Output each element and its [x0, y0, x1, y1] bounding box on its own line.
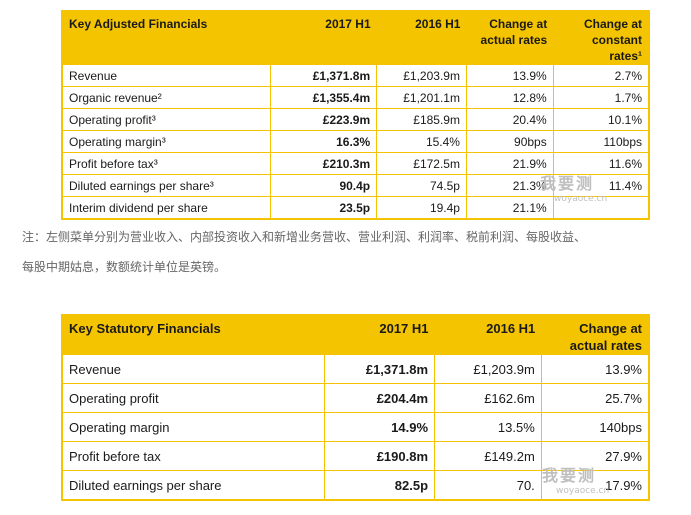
header-2016-h1: 2016 H1: [376, 11, 467, 65]
table-row: Diluted earnings per share 82.5p 70. 17.…: [62, 470, 649, 500]
cell-2017: £1,355.4m: [270, 86, 377, 109]
cell-2016: £172.5m: [376, 152, 467, 175]
cell-change-actual: 25.7%: [540, 383, 649, 413]
row-label: Revenue: [62, 64, 271, 87]
row-label: Revenue: [62, 354, 325, 384]
cell-change-constant: 1.7%: [552, 86, 649, 109]
header-2016-h1: 2016 H1: [434, 315, 542, 355]
table-row: Profit before tax³ £210.3m £172.5m 21.9%…: [62, 152, 649, 175]
row-label: Organic revenue²: [62, 86, 271, 109]
row-label: Diluted earnings per share: [62, 470, 325, 500]
cell-change-actual: 90bps: [465, 130, 554, 153]
cell-2017: £190.8m: [324, 441, 435, 471]
cell-change-actual: 27.9%: [540, 441, 649, 471]
header-change-actual: Change at actual rates: [541, 315, 649, 355]
table-row: Revenue £1,371.8m £1,203.9m 13.9% 2.7%: [62, 64, 649, 87]
note-line-1: 注：左侧菜单分别为营业收入、内部投资收入和新增业务营收、营业利润、利润率、税前利…: [22, 230, 587, 244]
cell-2017: £1,371.8m: [324, 354, 435, 384]
cell-2016: £185.9m: [376, 108, 467, 131]
cell-2017: £223.9m: [270, 108, 377, 131]
watermark: 我要测 woyaoce.cn: [542, 462, 609, 496]
cell-change-constant: 10.1%: [552, 108, 649, 131]
table-header-row: Key Adjusted Financials 2017 H1 2016 H1 …: [62, 11, 649, 65]
row-label: Operating margin³: [62, 130, 271, 153]
header-2017-h1: 2017 H1: [270, 11, 377, 65]
watermark-text: 我要测: [540, 174, 595, 193]
table-row: Diluted earnings per share³ 90.4p 74.5p …: [62, 174, 649, 197]
cell-change-constant: 11.6%: [552, 152, 649, 175]
cell-2016: £1,201.1m: [376, 86, 467, 109]
cell-2017: £204.4m: [324, 383, 435, 413]
table-row: Operating margin 14.9% 13.5% 140bps: [62, 412, 649, 442]
note-line-2: 每股中期姑息，数额统计单位是英镑。: [22, 260, 227, 274]
row-label: Operating profit³: [62, 108, 271, 131]
cell-change-constant: 2.7%: [552, 64, 649, 87]
row-label: Operating margin: [62, 412, 325, 442]
cell-2017: 82.5p: [324, 470, 435, 500]
cell-change-actual: 140bps: [540, 412, 649, 442]
cell-change-actual: 21.1%: [465, 196, 554, 219]
cell-2016: 13.5%: [434, 412, 542, 442]
cell-change-actual: 13.9%: [465, 64, 554, 87]
watermark-text: 我要测: [542, 466, 597, 485]
cell-change-constant: [552, 196, 649, 219]
table-row: Operating margin³ 16.3% 15.4% 90bps 110b…: [62, 130, 649, 153]
cell-change-actual: 12.8%: [465, 86, 554, 109]
key-statutory-financials-table: Key Statutory Financials 2017 H1 2016 H1…: [61, 314, 650, 501]
cell-change-actual: 13.9%: [540, 354, 649, 384]
cell-change-constant: 110bps: [552, 130, 649, 153]
cell-change-constant: 11.4%: [552, 174, 649, 197]
cell-2017: 14.9%: [324, 412, 435, 442]
table-row: Interim dividend per share 23.5p 19.4p 2…: [62, 196, 649, 219]
cell-change-actual: 17.9%: [540, 470, 649, 500]
cell-2017: 23.5p: [270, 196, 377, 219]
cell-2016: 15.4%: [376, 130, 467, 153]
cell-2016: £162.6m: [434, 383, 542, 413]
row-label: Diluted earnings per share³: [62, 174, 271, 197]
cell-2017: 90.4p: [270, 174, 377, 197]
table-row: Revenue £1,371.8m £1,203.9m 13.9%: [62, 354, 649, 384]
table-row: Operating profit £204.4m £162.6m 25.7%: [62, 383, 649, 413]
cell-change-actual: 21.9%: [465, 152, 554, 175]
cell-change-actual: 21.3%: [465, 174, 554, 197]
header-title: Key Adjusted Financials: [62, 11, 271, 65]
cell-2016: 70.: [434, 470, 542, 500]
table-header-row: Key Statutory Financials 2017 H1 2016 H1…: [62, 315, 649, 355]
table-row: Profit before tax £190.8m £149.2m 27.9%: [62, 441, 649, 471]
header-title: Key Statutory Financials: [62, 315, 325, 355]
header-change-constant: Change at constant rates¹: [553, 11, 649, 65]
row-label: Operating profit: [62, 383, 325, 413]
cell-change-actual: 20.4%: [465, 108, 554, 131]
watermark-url: woyaoce.cn: [556, 486, 610, 496]
watermark-url: woyaoce.cn: [554, 194, 608, 204]
cell-2016: 19.4p: [376, 196, 467, 219]
table-row: Operating profit³ £223.9m £185.9m 20.4% …: [62, 108, 649, 131]
key-adjusted-financials-table: Key Adjusted Financials 2017 H1 2016 H1 …: [61, 10, 650, 220]
cell-2017: £210.3m: [270, 152, 377, 175]
table-row: Organic revenue² £1,355.4m £1,201.1m 12.…: [62, 86, 649, 109]
cell-2016: £149.2m: [434, 441, 542, 471]
cell-2016: £1,203.9m: [376, 64, 467, 87]
row-label: Profit before tax³: [62, 152, 271, 175]
row-label: Profit before tax: [62, 441, 325, 471]
cell-2016: £1,203.9m: [434, 354, 542, 384]
header-change-actual: Change at actual rates: [466, 11, 554, 65]
cell-2017: 16.3%: [270, 130, 377, 153]
cell-2017: £1,371.8m: [270, 64, 377, 87]
watermark: 我要测 woyaoce.cn: [540, 170, 607, 204]
row-label: Interim dividend per share: [62, 196, 271, 219]
header-2017-h1: 2017 H1: [324, 315, 435, 355]
cell-2016: 74.5p: [376, 174, 467, 197]
